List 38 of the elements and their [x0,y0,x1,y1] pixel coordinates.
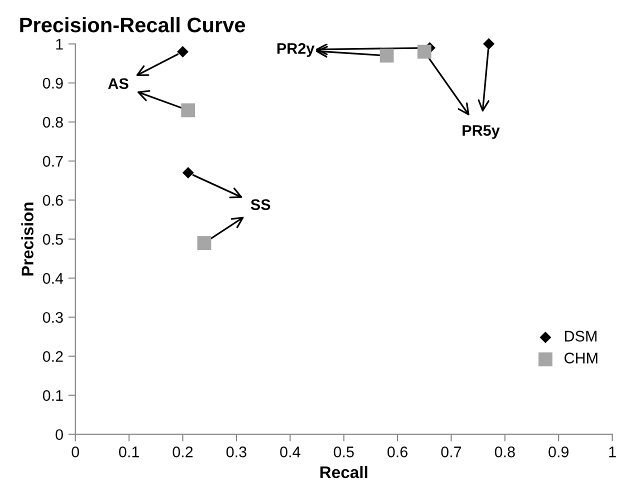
annotation: SS [250,199,270,210]
annotation: PR2y [277,43,315,57]
x-tick-label: 0.9 [548,446,568,458]
point [417,44,432,59]
x-tick-label: 0.5 [334,446,354,458]
point [380,48,394,63]
y-tick-label: 1 [56,38,63,50]
annotation: PR5y [462,125,500,139]
y-tick-label: 0.3 [42,312,63,323]
point [483,38,495,50]
x-tick-label: 0.1 [119,446,139,458]
y-tick-label: 0.8 [42,116,63,128]
annotation: AS [108,78,128,90]
y-tick-label: 0.4 [42,273,64,284]
y-tick-label: 0.2 [42,351,63,362]
y-axis-title: Precision [21,202,34,276]
y-tick-label: 0.5 [42,234,63,245]
y-tick-label: 0.1 [42,390,63,401]
y-tick-label: 0.7 [42,156,63,167]
x-tick-label: 0.3 [226,446,246,458]
point [176,46,188,58]
chart-title: Precision-Recall Curve [20,17,246,32]
legend-label: DSM [565,330,596,342]
x-tick-label: 0.8 [494,446,515,458]
y-tick-label: 0.9 [42,78,63,89]
x-tick-label: 0.2 [172,446,193,458]
x-tick-label: 1 [609,446,616,458]
x-tick-label: 0.7 [441,446,462,458]
y-tick-label: 0 [56,429,63,440]
point [197,236,212,250]
legend-label: CHM [564,352,598,364]
point [181,103,196,118]
x-tick-label: 0.6 [388,446,408,458]
x-tick-label: 0.4 [280,446,300,458]
x-axis-title: Recall [320,466,368,478]
y-tick-label: 0.6 [42,194,63,206]
x-tick-label: 0 [72,446,80,458]
point [182,167,194,179]
